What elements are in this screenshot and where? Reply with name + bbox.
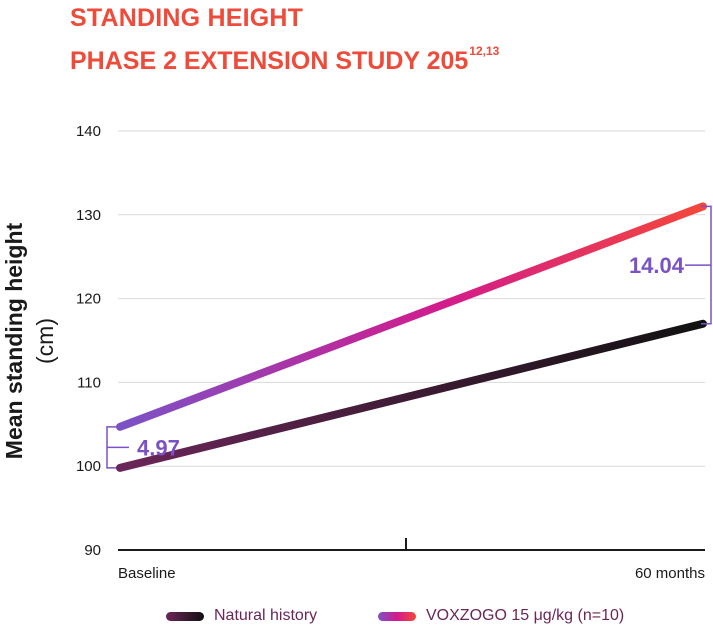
x-tick-label-1: 60 months [635,565,705,582]
end-difference-label: 14.04 [629,253,685,278]
y-tick-label-110: 110 [77,374,101,391]
legend-label-natural-history: Natural history [214,607,318,624]
y-tick-label-90: 90 [84,542,101,559]
subtitle-references: 12,13 [469,44,500,58]
y-tick-label-100: 100 [76,458,101,475]
y-axis-ticks: 90 100 110 120 130 140 [76,123,101,559]
baseline-difference-bracket [106,426,129,469]
legend-swatch-voxzogo [378,611,416,621]
baseline-difference-label: 4.97 [137,435,180,460]
subtitle-text: PHASE 2 EXTENSION STUDY 205 [70,47,469,75]
legend-swatch-natural-history [166,611,204,621]
x-axis [118,538,705,551]
chart-subtitle: PHASE 2 EXTENSION STUDY 20512,13 [70,44,499,76]
x-axis-ticks: Baseline 60 months [118,565,705,582]
series-lines [116,202,707,472]
y-tick-label-140: 140 [76,123,101,140]
x-tick-label-0: Baseline [118,565,176,582]
y-tick-label-120: 120 [76,291,101,308]
legend-item-voxzogo: VOXZOGO 15 μg/kg (n=10) [378,607,624,625]
difference-annotations: 4.97 14.04 [106,205,712,469]
legend-item-natural-history: Natural history [166,607,317,625]
series-line-natural-history [116,319,707,472]
grid-lines [118,130,705,467]
y-tick-label-130: 130 [76,207,101,224]
legend-label-voxzogo: VOXZOGO 15 μg/kg (n=10) [426,607,625,624]
line-chart: 90 100 110 120 130 140 Baseline 60 months 4.97… [76,123,712,582]
end-difference-bracket [685,205,712,325]
chart-title: STANDING HEIGHT [70,4,304,32]
series-line-voxzogo [116,202,707,431]
legend: Natural history VOXZOGO 15 μg/kg (n=10) [0,607,713,631]
